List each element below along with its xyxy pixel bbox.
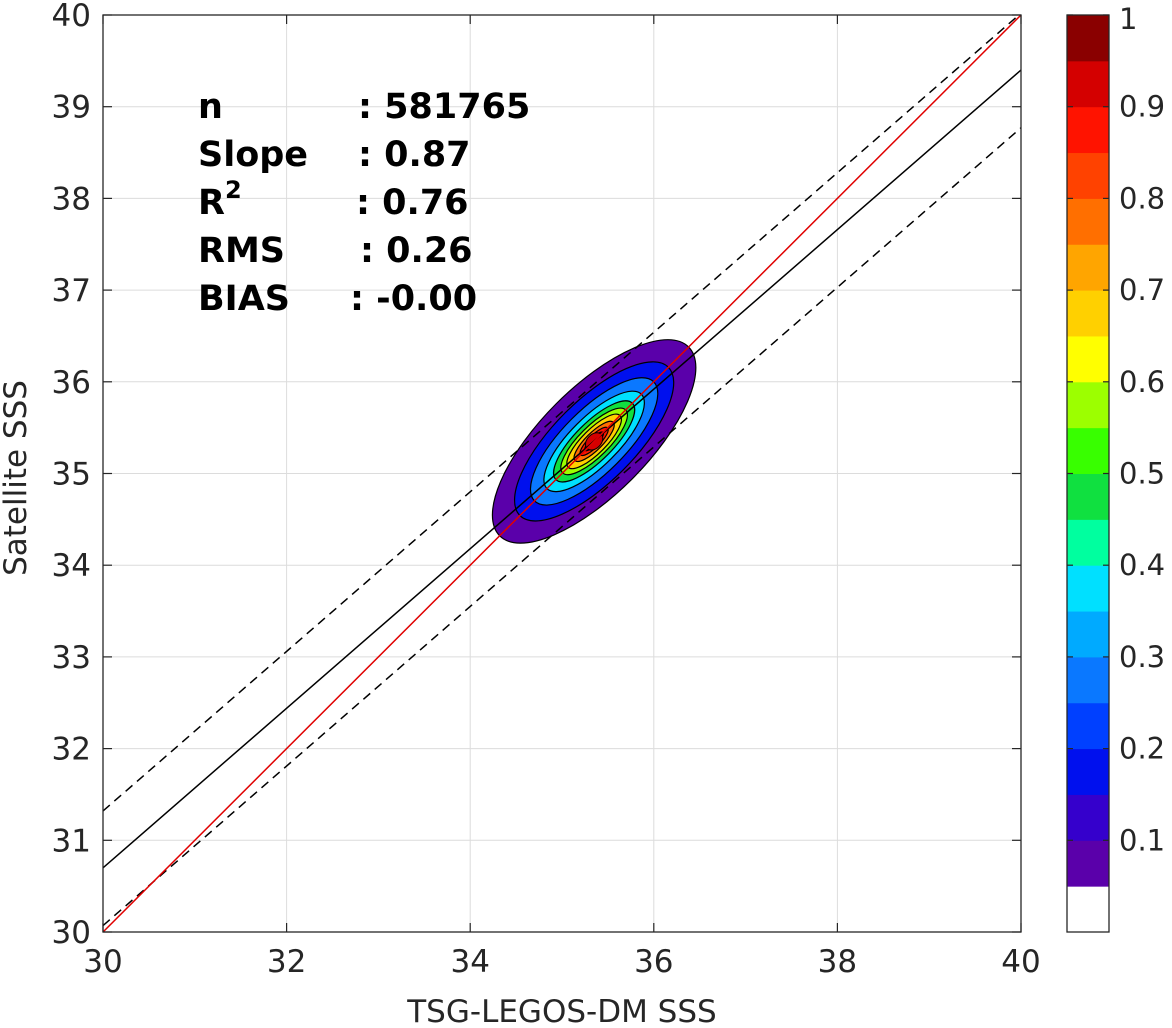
- stat-value-n: : 581765: [358, 87, 530, 127]
- colorbar-tick-label: 0.9: [1119, 90, 1165, 124]
- colorbar-segment: [1067, 565, 1109, 612]
- stat-value-rms: : 0.26: [360, 231, 473, 271]
- colorbar-segment: [1067, 60, 1109, 108]
- colorbar-segment: [1067, 381, 1109, 429]
- y-tick-label: 40: [52, 0, 91, 34]
- colorbar-segment: [1067, 840, 1109, 887]
- x-tick-label: 40: [1001, 944, 1040, 980]
- stat-value-slope: : 0.87: [358, 135, 471, 175]
- colorbar-segment: [1067, 702, 1109, 750]
- one-to-one-line: [103, 15, 1021, 932]
- colorbar-segment: [1067, 244, 1109, 291]
- x-tick-label: 32: [267, 944, 306, 980]
- colorbar-tick-label: 0.2: [1119, 732, 1165, 766]
- colorbar-tick-label: 0.8: [1119, 181, 1165, 215]
- y-tick-label: 31: [52, 823, 91, 859]
- x-tick-label: 36: [634, 944, 673, 980]
- colorbar-segment: [1067, 152, 1109, 199]
- colorbar-segment: [1067, 886, 1109, 933]
- y-tick-label: 37: [52, 273, 91, 309]
- colorbar-segment: [1067, 290, 1109, 337]
- colorbar-tick-label: 1: [1119, 2, 1137, 36]
- y-tick-label: 38: [52, 181, 91, 217]
- stat-value-bias: : -0.00: [350, 279, 477, 319]
- colorbar-segment: [1067, 519, 1109, 566]
- colorbar-tick-label: 0.3: [1119, 640, 1165, 674]
- y-axis-label: Satellite SSS: [0, 380, 34, 576]
- reference-lines: [103, 15, 1021, 932]
- colorbar-segment: [1067, 611, 1109, 658]
- y-tick-label: 39: [52, 90, 91, 126]
- stat-value-r: : 0.76: [356, 183, 469, 223]
- colorbar-segment: [1067, 656, 1109, 704]
- stat-label-slope: Slope: [198, 135, 308, 175]
- colorbar-segment: [1067, 15, 1109, 62]
- y-axis-ticks: 30 31 32 33 34 35 36 37 38 39 40: [52, 0, 1021, 951]
- y-tick-label: 35: [52, 457, 91, 493]
- colorbar-tick-label: 0.5: [1119, 457, 1165, 491]
- y-tick-label: 34: [52, 548, 91, 584]
- colorbar: 0.1 0.2 0.3 0.4 0.5 0.6 0.7 0.8 0.9 1: [1066, 2, 1165, 933]
- colorbar-tick-label: 0.6: [1119, 365, 1165, 399]
- colorbar-tick-label: 0.1: [1119, 823, 1165, 857]
- colorbar-segment: [1067, 794, 1109, 841]
- regression-fit-line: [103, 69, 1021, 869]
- stat-superscript: 2: [225, 176, 242, 204]
- colorbar-tick-label: 0.7: [1119, 273, 1165, 307]
- statistics-annotation: n : 581765 Slope : 0.87 R2 : 0.76 RMS : 0.26 BIA…: [198, 87, 530, 319]
- colorbar-segment: [1067, 335, 1109, 383]
- x-tick-label: 38: [818, 944, 857, 980]
- x-tick-label: 30: [83, 944, 122, 980]
- colorbar-segment: [1067, 427, 1109, 474]
- y-tick-label: 32: [52, 732, 91, 768]
- x-axis-ticks: 30 32 34 36 38 40: [83, 15, 1041, 980]
- lower-bound-line: [103, 127, 1021, 927]
- colorbar-segment: [1067, 198, 1109, 245]
- x-axis-label: TSG-LEGOS-DM SSS: [406, 994, 716, 1028]
- stat-label-rms: RMS: [198, 231, 285, 271]
- x-tick-label: 34: [450, 944, 489, 980]
- colorbar-segment: [1067, 748, 1109, 795]
- y-tick-label: 33: [52, 640, 91, 676]
- y-tick-label: 36: [52, 365, 91, 401]
- y-tick-label: 30: [52, 915, 91, 951]
- stat-label-bias: BIAS: [198, 279, 290, 319]
- upper-bound-line: [103, 15, 1021, 812]
- stat-label-n: n: [198, 87, 223, 127]
- colorbar-tick-label: 0.4: [1119, 548, 1165, 582]
- colorbar-segment: [1067, 473, 1109, 520]
- colorbar-segment: [1067, 106, 1109, 154]
- stat-label-r: R2: [198, 176, 242, 223]
